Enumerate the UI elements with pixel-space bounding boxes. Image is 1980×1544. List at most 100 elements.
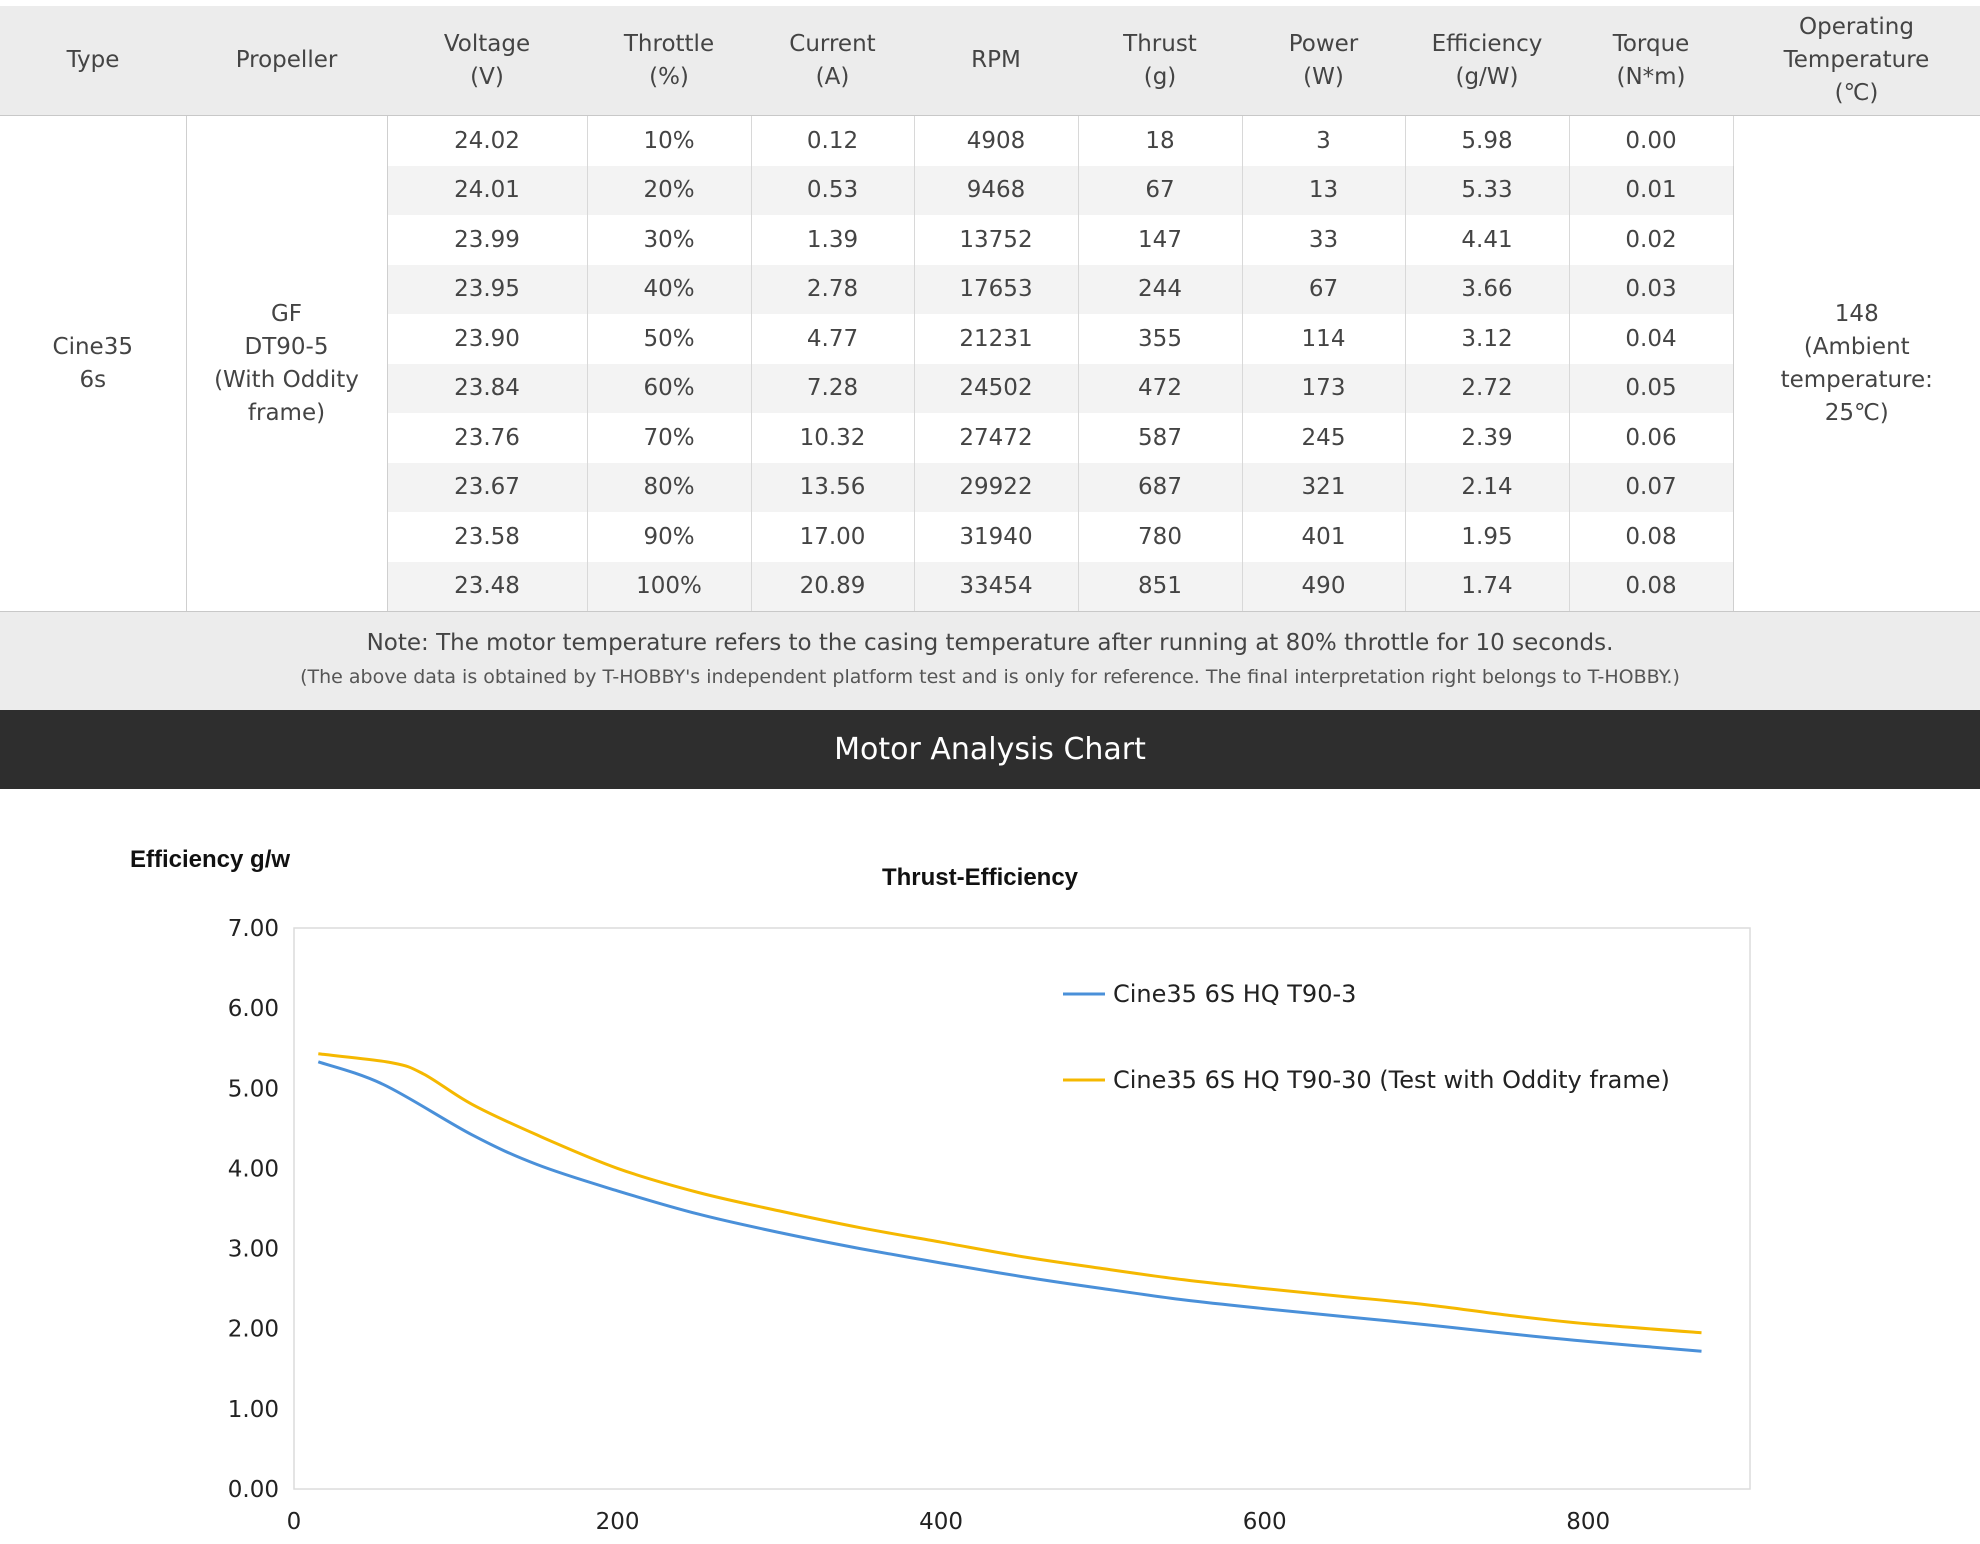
table-cell: 2.14 [1405,462,1570,512]
y-tick-label: 4.00 [228,1156,279,1182]
column-header-text: Propeller [235,47,338,73]
legend-label-2: Cine35 6S HQ T90-30 (Test with Oddity fr… [1113,1066,1670,1094]
column-header-text: Efficiency [1431,30,1543,57]
table-cell: 33454 [914,561,1079,611]
table-cell: 80% [587,462,752,512]
table-cell: 687 [1078,462,1243,512]
table-cell: 67 [1078,165,1243,215]
table-cell: 27472 [914,413,1079,463]
table-cell: 147 [1078,215,1243,265]
plot-area [293,927,1751,1490]
table-cell: 0.53 [751,165,915,215]
table-cell: 100% [587,561,752,611]
note-line-1: Note: The motor temperature refers to th… [366,630,1614,656]
table-cell: 0.02 [1569,215,1734,265]
column-header-text: (W) [1303,63,1344,90]
table-cell: 2.78 [751,264,915,314]
y-tick-label: 2.00 [228,1317,279,1343]
column-header: Current (A) [751,6,914,116]
table-cell: 23.90 [387,314,588,364]
type-cell: Cine35 6s [0,115,187,611]
table-row: 24.01 20% 0.53 9468 67 13 5.33 0.01 [0,165,1980,215]
column-header-text: Throttle [623,30,715,57]
propeller-cell: GF DT90-5 (With Oddity frame) [186,115,388,611]
column-header-text: Current [789,30,876,57]
temperature-cell-line: 25℃) [1824,399,1889,426]
table-cell: 0.03 [1569,264,1734,314]
table-cell: 4.77 [751,314,915,364]
table-cell: 587 [1078,413,1243,463]
table-cell: 23.67 [387,462,588,512]
propeller-cell-line: frame) [247,399,326,426]
table-row: 23.76 70% 10.32 27472 587 245 2.39 0.06 [0,413,1980,463]
table-cell: 23.58 [387,512,588,562]
table-cell: 0.04 [1569,314,1734,364]
column-header: Voltage (V) [387,6,587,116]
column-header-text: Type [66,47,120,73]
table-cell: 245 [1242,413,1406,463]
table-cell: 0.12 [751,115,915,166]
table-row: 23.99 30% 1.39 13752 147 33 4.41 0.02 [0,215,1980,265]
table-cell: 780 [1078,512,1243,562]
table-cell: 17.00 [751,512,915,562]
chart-title: Thrust-Efficiency [882,864,1079,891]
table-cell: 401 [1242,512,1406,562]
column-header: Power (W) [1242,6,1405,116]
column-header-text: Operating [1799,14,1914,40]
table-cell: 23.84 [387,363,588,413]
table-cell: 10.32 [751,413,915,463]
table-cell: 3.66 [1405,264,1570,314]
column-header: Operating Temperature (℃) [1733,6,1980,116]
table-cell: 173 [1242,363,1406,413]
table-cell: 23.99 [387,215,588,265]
table-cell: 40% [587,264,752,314]
table-body: Cine35 6s GF DT90-5 (With Oddity frame) 24.02 1… [0,115,1980,611]
table-cell: 7.28 [751,363,915,413]
y-tick-label: 3.00 [228,1237,279,1263]
temperature-cell-line: temperature: [1780,366,1933,393]
table-cell: 31940 [914,512,1079,562]
table-cell: 321 [1242,462,1406,512]
table-cell: 3.12 [1405,314,1570,364]
column-header: Efficiency (g/W) [1405,6,1569,116]
table-cell: 24.01 [387,165,588,215]
table-cell: 0.08 [1569,561,1734,611]
note-box: Note: The motor temperature refers to th… [0,611,1980,711]
column-header-text: Thrust [1123,30,1197,57]
x-tick-label: 200 [596,1509,640,1535]
table-cell: 20% [587,165,752,215]
table-cell: 1.39 [751,215,915,265]
table-cell: 13.56 [751,462,915,512]
type-cell-line: 6s [79,366,107,393]
x-tick-label: 600 [1243,1509,1287,1535]
legend-label-1: Cine35 6S HQ T90-3 [1113,980,1356,1008]
temperature-cell: 148 (Ambient temperature: 25℃) [1732,115,1980,611]
table-cell: 5.98 [1405,115,1570,166]
table-cell: 30% [587,215,752,265]
y-tick-label: 5.00 [228,1076,279,1102]
table-header-row: Type Propeller Voltage (V) Throttle (%) Curren… [0,6,1980,116]
table-cell: 0.07 [1569,462,1734,512]
column-header: Torque (N*m) [1569,6,1733,116]
thrust-efficiency-chart: Efficiency g/w Thrust-Efficiency 0.00 1.00 2… [130,846,1751,1535]
column-header-text: Torque [1612,30,1690,57]
table-cell: 33 [1242,215,1406,265]
column-header: Propeller [186,6,387,116]
table-cell: 2.39 [1405,413,1570,463]
column-header-text: (V) [470,63,504,90]
table-cell: 23.48 [387,561,588,611]
column-header-text: (g/W) [1455,63,1519,90]
table-row: 23.84 60% 7.28 24502 472 173 2.72 0.05 [0,363,1980,413]
table-cell: 0.06 [1569,413,1734,463]
series-line-1 [317,1060,1702,1353]
table-cell: 2.72 [1405,363,1570,413]
y-tick-label: 0.00 [228,1477,279,1503]
y-tick-label: 6.00 [228,996,279,1022]
table-cell: 23.76 [387,413,588,463]
table-row: 23.67 80% 13.56 29922 687 321 2.14 0.07 [0,462,1980,512]
column-header-text: Voltage [443,30,531,57]
y-tick-label: 1.00 [228,1397,279,1423]
table-cell: 114 [1242,314,1406,364]
temperature-cell-line: 148 [1834,300,1879,327]
table-cell: 472 [1078,363,1243,413]
